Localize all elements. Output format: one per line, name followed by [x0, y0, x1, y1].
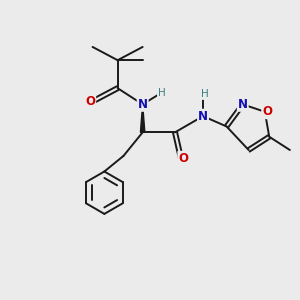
Text: N: N [198, 110, 208, 123]
Text: H: H [158, 88, 166, 98]
Text: O: O [178, 152, 188, 165]
Text: O: O [262, 105, 272, 118]
Text: N: N [138, 98, 148, 111]
Text: N: N [238, 98, 248, 111]
Text: O: O [85, 95, 95, 108]
Text: H: H [201, 89, 208, 99]
Polygon shape [140, 104, 145, 132]
